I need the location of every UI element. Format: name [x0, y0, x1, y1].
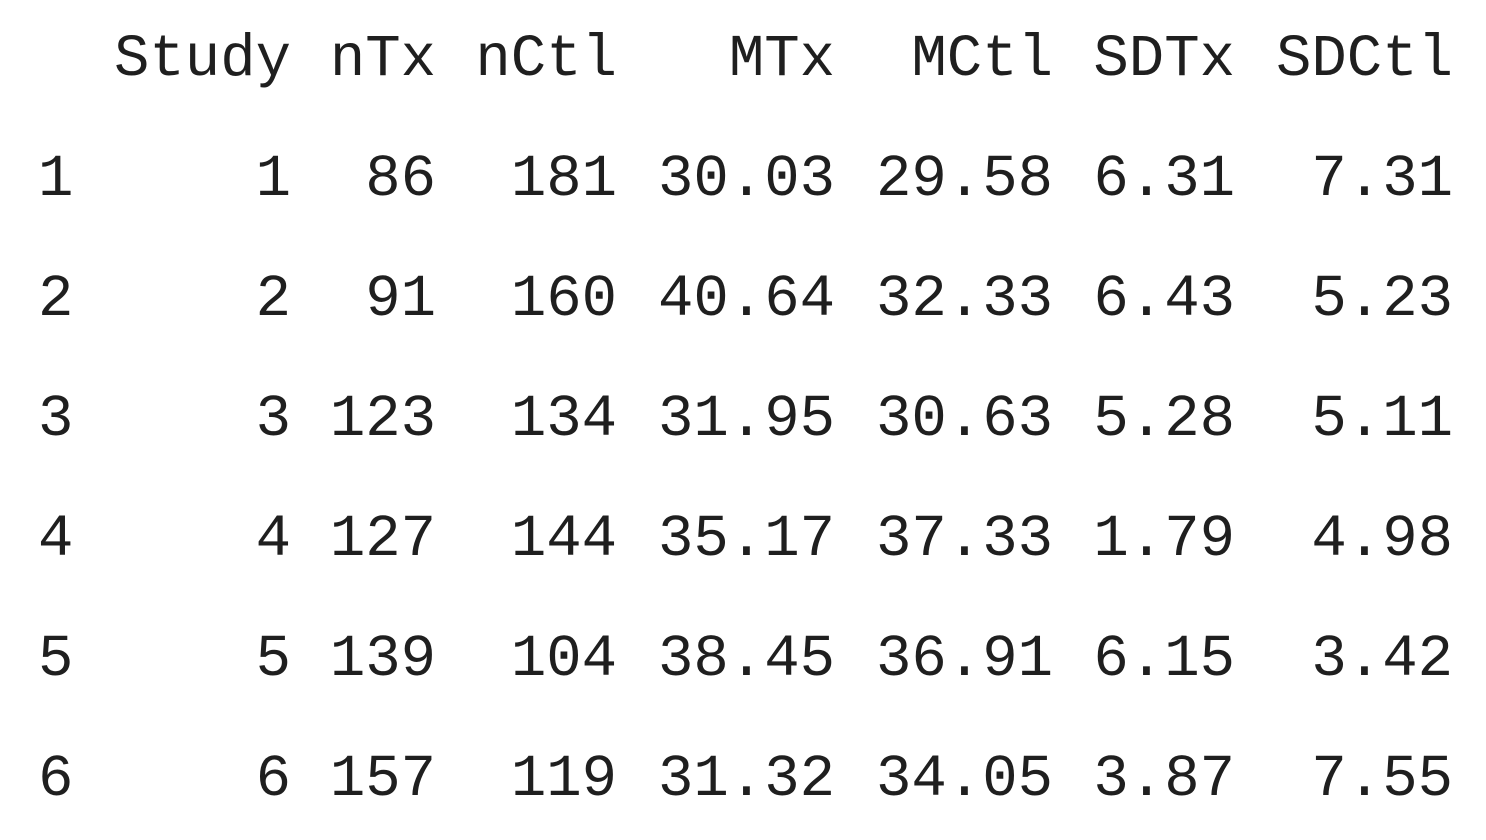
cell-sdtx: 6.31: [1093, 146, 1236, 213]
cell-mctl: 29.58: [876, 146, 1054, 213]
table-row: 1 1 86 181 30.03 29.58 6.31 7.31: [0, 120, 1453, 240]
cell-mtx: 40.64: [658, 266, 836, 333]
cell-sdctl: 4.98: [1311, 506, 1454, 573]
cell-mtx: 38.45: [658, 626, 836, 693]
cell-sdtx: 6.15: [1093, 626, 1236, 693]
cell-ntx: 123: [329, 386, 437, 453]
cell-sdtx: 6.43: [1093, 266, 1236, 333]
cell-mtx: 31.32: [658, 746, 836, 813]
cell-mtx: 35.17: [658, 506, 836, 573]
cell-sdtx: 1.79: [1093, 506, 1236, 573]
column-header-sdctl: SDCtl: [1276, 26, 1454, 93]
cell-ntx: 86: [365, 146, 437, 213]
column-header-study: Study: [114, 26, 292, 93]
row-name: 1: [38, 146, 74, 213]
table-row: 6 6 157 119 31.32 34.05 3.87 7.55: [0, 720, 1453, 840]
table-row: 5 5 139 104 38.45 36.91 6.15 3.42: [0, 600, 1453, 720]
cell-ntx: 91: [365, 266, 437, 333]
cell-study: 1: [255, 146, 292, 213]
column-header-mtx: MTx: [728, 26, 836, 93]
cell-mtx: 31.95: [658, 386, 836, 453]
column-header-mctl: MCtl: [911, 26, 1054, 93]
cell-ntx: 157: [329, 746, 437, 813]
cell-nctl: 181: [510, 146, 618, 213]
row-name: 3: [38, 386, 74, 453]
cell-sdctl: 5.23: [1311, 266, 1454, 333]
row-name: 4: [38, 506, 74, 573]
table-row: 3 3 123 134 31.95 30.63 5.28 5.11: [0, 360, 1453, 480]
table-row: 2 2 91 160 40.64 32.33 6.43 5.23: [0, 240, 1453, 360]
cell-study: 5: [255, 626, 292, 693]
cell-sdctl: 7.55: [1311, 746, 1454, 813]
data-frame-table: Study nTx nCtl MTx MCtl SDTx SDCtl 1 1 8…: [0, 0, 1453, 840]
cell-mtx: 30.03: [658, 146, 836, 213]
column-header-ntx: nTx: [329, 26, 437, 93]
cell-ntx: 139: [329, 626, 437, 693]
cell-sdtx: 5.28: [1093, 386, 1236, 453]
cell-nctl: 134: [510, 386, 618, 453]
cell-nctl: 144: [510, 506, 618, 573]
cell-study: 4: [255, 506, 292, 573]
cell-mctl: 34.05: [876, 746, 1054, 813]
row-name-header: [0, 0, 114, 120]
cell-nctl: 104: [510, 626, 618, 693]
row-name: 6: [38, 746, 74, 813]
cell-mctl: 32.33: [876, 266, 1054, 333]
cell-ntx: 127: [329, 506, 437, 573]
cell-study: 6: [255, 746, 292, 813]
cell-nctl: 160: [510, 266, 618, 333]
column-header-sdtx: SDTx: [1093, 26, 1236, 93]
cell-sdctl: 7.31: [1311, 146, 1454, 213]
cell-study: 2: [255, 266, 292, 333]
cell-mctl: 36.91: [876, 626, 1054, 693]
cell-study: 3: [255, 386, 292, 453]
table-row: 4 4 127 144 35.17 37.33 1.79 4.98: [0, 480, 1453, 600]
column-header-nctl: nCtl: [475, 26, 618, 93]
cell-sdtx: 3.87: [1093, 746, 1236, 813]
cell-sdctl: 3.42: [1311, 626, 1454, 693]
cell-nctl: 119: [510, 746, 618, 813]
header-row: Study nTx nCtl MTx MCtl SDTx SDCtl: [0, 0, 1453, 120]
row-name: 2: [38, 266, 74, 333]
cell-mctl: 30.63: [876, 386, 1054, 453]
row-name: 5: [38, 626, 74, 693]
cell-mctl: 37.33: [876, 506, 1054, 573]
cell-sdctl: 5.11: [1311, 386, 1454, 453]
